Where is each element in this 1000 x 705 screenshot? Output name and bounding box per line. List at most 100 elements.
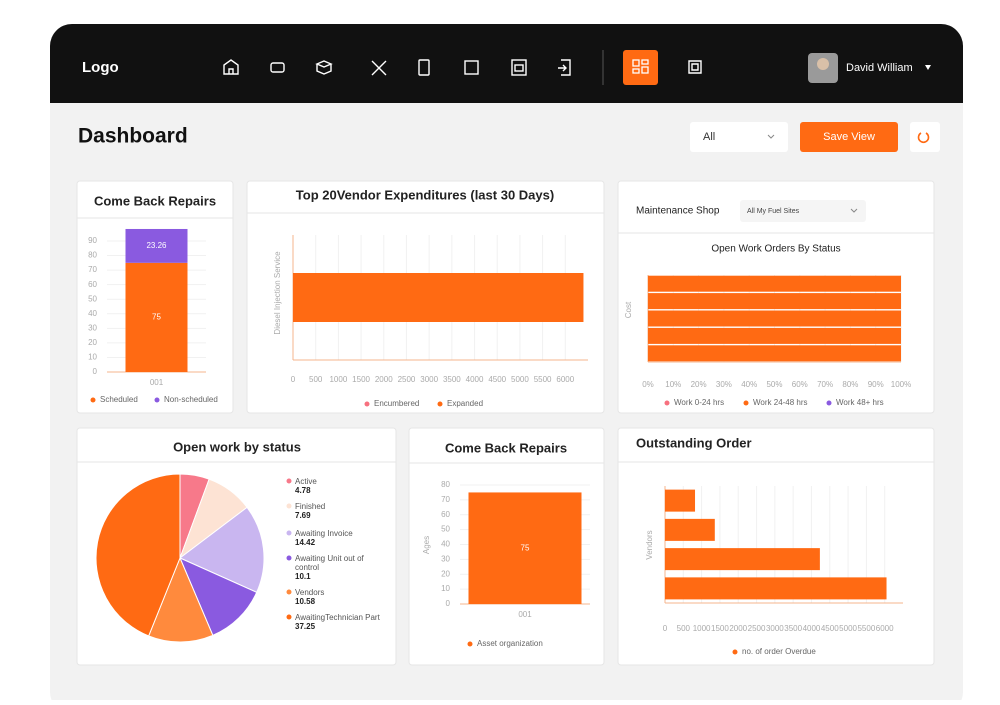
user-menu-caret[interactable] [925,65,931,70]
legend-label: Work 48+ hrs [836,398,884,407]
x-tick-label: 4500 [488,375,506,384]
y-tick-label: 30 [441,554,450,563]
y-tick-label: 60 [88,280,97,289]
x-tick-label: 3500 [784,624,802,633]
bar-value-label: 23.26 [146,241,167,250]
legend-value: 10.58 [295,597,316,606]
x-tick-label: 0% [642,380,654,389]
x-tick-label: 3500 [443,375,461,384]
legend-marker [743,400,749,406]
nav-icons[interactable] [223,59,702,76]
y-tick-label: 60 [441,510,450,519]
panel-title: Top 20Vendor Expenditures (last 30 Days) [296,187,554,202]
legend-text: Active 4.78 [295,477,380,495]
x-tick-label: 001 [518,610,532,619]
legend-label: Scheduled [100,395,138,404]
y-tick-label: 30 [88,323,97,332]
legend-text: Vendors 10.58 [295,588,380,606]
x-tick-label: 100% [891,380,911,389]
y-tick-label: 20 [88,338,97,347]
legend-marker [364,401,370,407]
y-tick-label: 20 [441,569,450,578]
site-select-value: All My Fuel Sites [747,208,800,215]
pie-slice [95,473,181,637]
site-select[interactable] [740,200,866,222]
save-view-button[interactable] [800,122,898,152]
bar [648,327,901,344]
legend-marker [437,401,443,407]
pie-slice [179,557,258,636]
legend-label: Non-scheduled [164,395,218,404]
legend-label: no. of order Overdue [742,647,816,656]
save-view-label: Save View [823,131,875,143]
legend-marker [286,589,292,595]
y-axis-label: Diesel Injection Service [273,251,282,335]
legend-value: 37.25 [295,622,316,631]
legend-marker [154,397,160,403]
y-tick-label: 40 [88,309,97,318]
panel-title: Come Back Repairs [445,440,567,455]
x-tick-label: 1000 [693,624,711,633]
bar [648,310,901,327]
bar-value-label: 75 [152,313,161,322]
legend-label: Finished [295,502,326,511]
bar [648,345,901,362]
bar [665,518,715,541]
legend-label: Work 0-24 hrs [674,398,724,407]
y-tick-label: 70 [441,495,450,504]
filter-select[interactable] [690,122,788,152]
y-tick-label: 80 [441,480,450,489]
y-tick-label: 0 [446,599,451,608]
x-tick-label: 10% [665,380,681,389]
pie-slice [148,556,214,643]
x-tick-label: 4500 [821,624,839,633]
bar [648,293,901,310]
legend-marker [286,614,292,620]
x-tick-label: 60% [792,380,808,389]
y-tick-label: 50 [441,525,450,534]
x-tick-label: 1000 [329,375,347,384]
site-select-caret [850,208,858,213]
x-tick-label: 2000 [375,375,393,384]
x-tick-label: 30% [716,380,732,389]
legend-text: AwaitingTechnician Part 37.25 [295,613,380,631]
refresh-icon [917,132,930,144]
legend-label: Awaiting Invoice [295,529,353,538]
legend-marker [90,397,96,403]
legend-label: Encumbered [374,399,419,408]
x-tick-label: 2500 [748,624,766,633]
y-tick-label: 0 [93,367,98,376]
x-tick-label: 6000 [876,624,894,633]
bar [125,262,188,372]
panel [617,427,935,666]
legend-text: Awaiting Invoice 14.42 [295,529,380,547]
legend-text: Awaiting Unit out of control 10.1 [295,554,380,581]
x-tick-label: 4000 [803,624,821,633]
refresh-button[interactable] [910,122,940,152]
filter-value: All [703,131,715,143]
legend-marker [286,478,292,484]
x-tick-label: 40% [741,380,757,389]
x-tick-label: 5500 [857,624,875,633]
x-tick-label: 5500 [534,375,552,384]
y-axis-label: Ages [422,536,431,554]
x-tick-label: 70% [817,380,833,389]
x-tick-label: 001 [150,378,164,387]
user-name[interactable]: David William [846,62,913,74]
panel-title: Come Back Repairs [94,193,216,208]
x-tick-label: 80% [842,380,858,389]
y-tick-label: 40 [441,540,450,549]
legend-label: Asset organization [477,639,543,648]
x-tick-label: 5000 [839,624,857,633]
y-tick-label: 50 [88,294,97,303]
x-tick-label: 90% [868,380,884,389]
nav-active[interactable] [623,50,658,85]
page-title: Dashboard [78,125,188,148]
x-tick-label: 0 [663,624,668,633]
x-tick-label: 5000 [511,375,529,384]
bar [665,548,820,571]
